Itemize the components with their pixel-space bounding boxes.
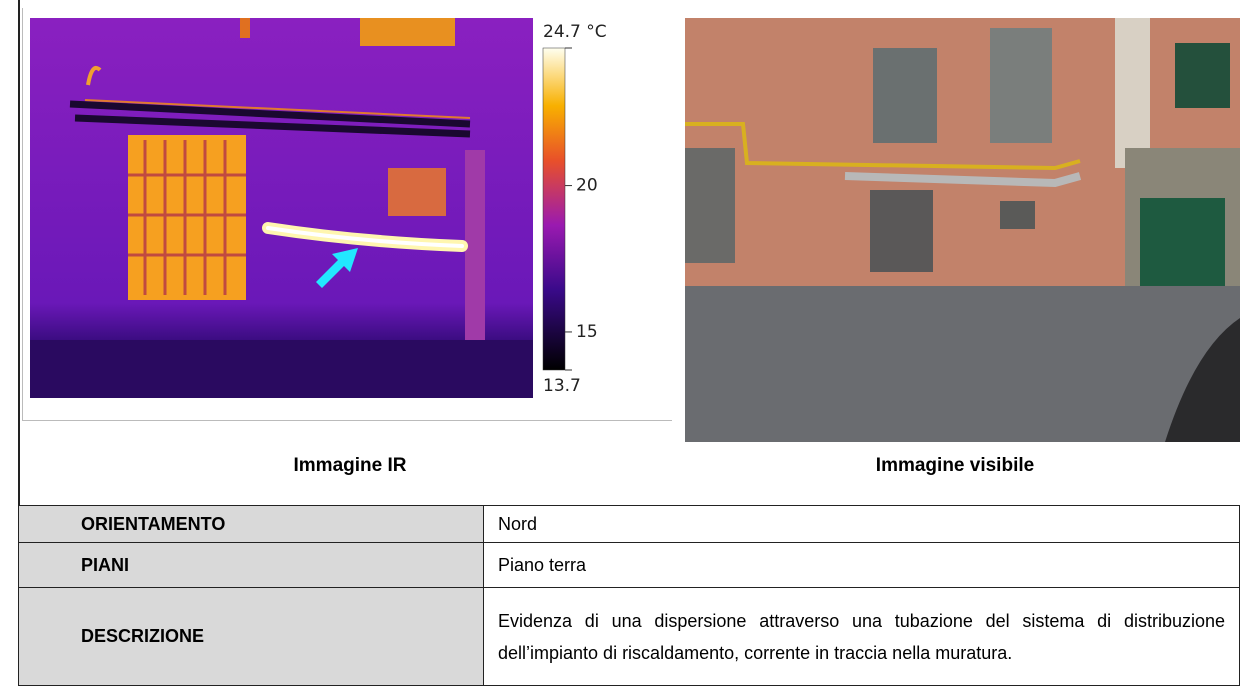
visible-image	[685, 18, 1240, 442]
colorbar-label: 15	[576, 322, 598, 342]
colorbar-label: 24.7 °C	[543, 22, 607, 42]
row-label: PIANI	[19, 543, 484, 588]
frame-line	[22, 420, 672, 421]
row-value: Nord	[484, 506, 1240, 543]
ir-figure: 24.7 °C 13.7 20 15	[0, 0, 680, 420]
colorbar-label: 20	[576, 176, 598, 196]
colorbar	[543, 48, 565, 370]
colorbar-label: 13.7	[543, 376, 581, 396]
ir-image	[30, 18, 533, 398]
row-label: DESCRIZIONE	[19, 588, 484, 686]
row-value: Piano terra	[484, 543, 1240, 588]
row-label: ORIENTAMENTO	[19, 506, 484, 543]
row-value: Evidenza di una dispersione attraverso u…	[484, 588, 1240, 686]
visible-caption: Immagine visibile	[755, 455, 1155, 477]
ir-caption: Immagine IR	[150, 455, 550, 477]
page: 24.7 °C 13.7 20 15 Immagine IR Immagine vis…	[0, 0, 1240, 686]
